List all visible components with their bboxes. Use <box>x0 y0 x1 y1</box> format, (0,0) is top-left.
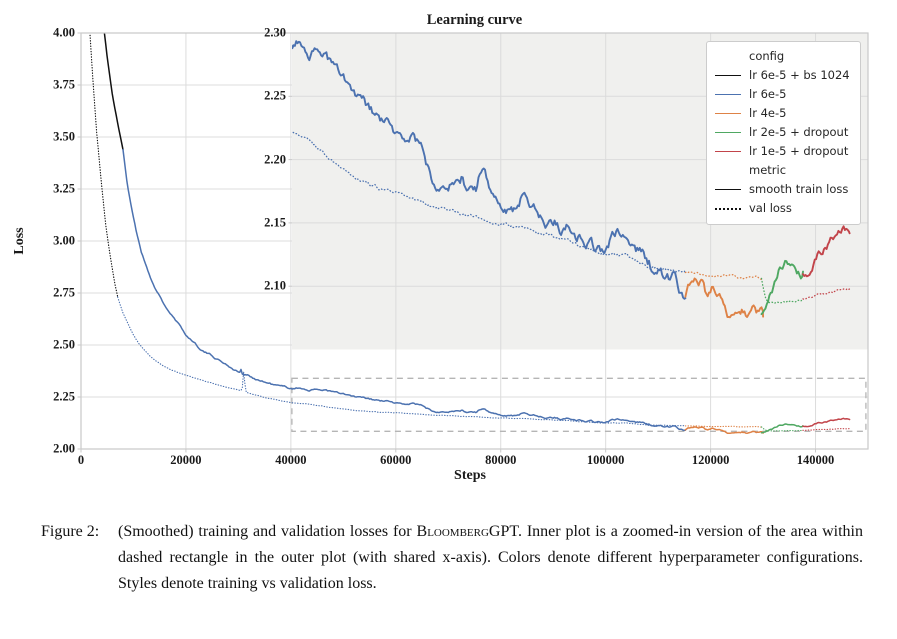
legend-line-sample-icon <box>715 113 741 114</box>
x-tick-label: 60000 <box>380 453 412 467</box>
x-tick-label: 100000 <box>586 453 625 467</box>
inset-y-tick-label: 2.10 <box>264 278 286 293</box>
legend-line-sample-icon <box>715 151 741 152</box>
legend-label: lr 6e-5 + bs 1024 <box>749 68 850 82</box>
legend-line-sample-icon <box>715 189 741 190</box>
x-axis-label: Steps <box>454 468 486 483</box>
legend-label: lr 1e-5 + dropout <box>749 144 849 158</box>
y-tick-label: 3.25 <box>53 181 75 196</box>
legend-item-config: lr 6e-5 <box>715 85 850 104</box>
legend-item-config: lr 4e-5 <box>715 104 850 123</box>
caption-text: GPT. Inner plot is a zoomed-in version o… <box>118 523 864 592</box>
figure-caption-label: Figure 2: <box>41 523 100 540</box>
x-tick-label: 120000 <box>691 453 730 467</box>
y-tick-label: 2.00 <box>53 441 75 456</box>
inset-y-tick-label: 2.30 <box>264 25 286 40</box>
x-tick-label: 0 <box>77 453 85 467</box>
y-tick-label: 3.75 <box>53 77 75 92</box>
y-tick-label: 2.75 <box>53 285 75 300</box>
legend-label: val loss <box>749 201 792 215</box>
legend-label: lr 6e-5 <box>749 87 787 101</box>
inset-y-tick-label: 2.15 <box>264 215 286 230</box>
y-tick-label: 3.50 <box>53 129 75 144</box>
caption-smallcaps-text: Bloomberg <box>416 523 489 540</box>
legend-line-sample-icon <box>715 94 741 95</box>
legend-label: lr 2e-5 + dropout <box>749 125 849 139</box>
inset-y-tick-label: 2.20 <box>264 152 286 167</box>
legend-item-config: lr 1e-5 + dropout <box>715 142 850 161</box>
caption-text: (Smoothed) training and validation losse… <box>118 523 417 540</box>
y-tick-label: 3.00 <box>53 233 75 248</box>
y-tick-label: 2.50 <box>53 337 75 352</box>
legend-line-sample-icon <box>715 75 741 76</box>
legend-line-sample-icon <box>715 132 741 133</box>
figure-caption-text: (Smoothed) training and validation losse… <box>118 519 863 597</box>
x-tick-label: 80000 <box>485 453 517 467</box>
x-tick-label: 20000 <box>170 453 202 467</box>
legend-item-config: lr 6e-5 + bs 1024 <box>715 66 850 85</box>
x-tick-label: 140000 <box>796 453 835 467</box>
y-tick-label: 2.25 <box>53 389 75 404</box>
legend-item-metric: val loss <box>715 199 850 218</box>
x-tick-label: 40000 <box>275 453 307 467</box>
legend-label: metric <box>749 163 787 177</box>
legend-label: lr 4e-5 <box>749 106 787 120</box>
legend-label: smooth train loss <box>749 182 849 196</box>
legend-label: config <box>749 49 785 63</box>
legend-header-config: config <box>715 47 850 66</box>
legend-item-metric: smooth train loss <box>715 180 850 199</box>
legend-line-sample-icon <box>715 207 741 210</box>
y-tick-label: 4.00 <box>53 25 75 40</box>
legend-header-metric: metric <box>715 161 850 180</box>
figure-caption: Figure 2: (Smoothed) training and valida… <box>41 519 863 597</box>
inset-y-tick-label: 2.25 <box>264 88 286 103</box>
legend: config lr 6e-5 + bs 1024 lr 6e-5 lr 4e-5 lr … <box>706 41 861 225</box>
y-axis-label: Loss <box>12 227 27 255</box>
chart-title: Learning curve <box>426 12 523 28</box>
legend-item-config: lr 2e-5 + dropout <box>715 123 850 142</box>
